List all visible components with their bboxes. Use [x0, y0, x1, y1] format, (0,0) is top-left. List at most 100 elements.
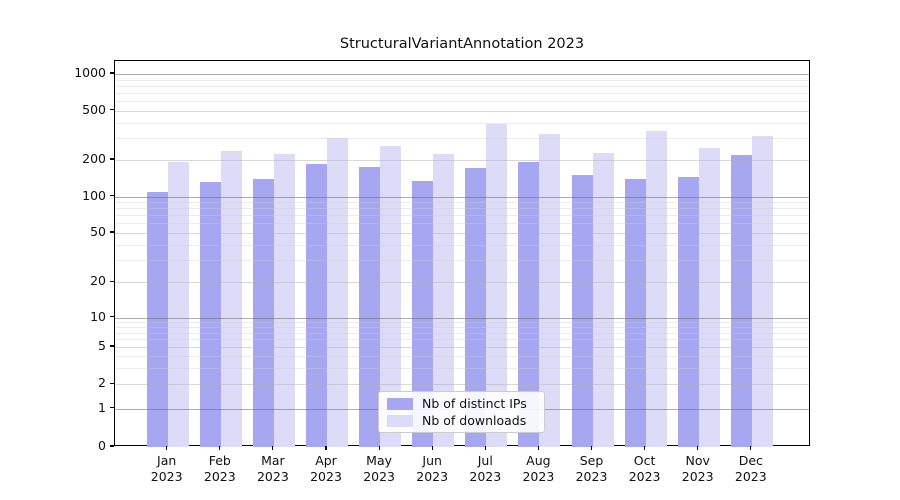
bar-downloads-2 [273, 154, 295, 447]
y-tick-label: 200 [82, 151, 106, 166]
gridline-minor [115, 339, 809, 341]
bar-ips-2 [252, 178, 274, 447]
gridline [115, 160, 809, 161]
y-tick-label: 2 [98, 375, 106, 391]
y-tick-mark [110, 231, 114, 233]
x-tick-mark [325, 446, 327, 450]
y-tick-label: 20 [90, 273, 106, 289]
legend-item-downloads: Nb of downloads [387, 413, 536, 428]
y-tick-label: 0 [98, 438, 106, 453]
gridline [115, 282, 809, 284]
bar-downloads-9 [645, 131, 667, 447]
legend-swatch-distinct-ips [387, 397, 413, 410]
x-tick-label: Aug 2023 [522, 453, 555, 484]
y-tick-mark [110, 316, 114, 318]
bar-downloads-5 [433, 154, 455, 447]
bar-ips-8 [571, 174, 593, 447]
gridline-minor [115, 92, 809, 94]
x-tick-label: Feb 2023 [203, 453, 236, 484]
y-tick-label: 10 [90, 308, 106, 324]
y-tick-mark [110, 195, 114, 197]
bar-downloads-10 [698, 148, 720, 447]
legend-label-distinct-ips: Nb of distinct IPs [422, 396, 527, 411]
bar-downloads-1 [220, 151, 242, 447]
x-tick-label: Dec 2023 [734, 453, 767, 484]
x-tick-label: Jun 2023 [416, 453, 449, 484]
x-tick-label: Sep 2023 [575, 453, 608, 484]
x-tick-mark [272, 446, 274, 450]
gridline-minor [115, 85, 809, 87]
bar-ips-5 [412, 181, 434, 447]
x-tick-mark [537, 446, 539, 450]
gridline-minor [115, 260, 809, 262]
y-tick-mark [110, 382, 114, 384]
gridline-major [115, 317, 809, 319]
y-tick-mark [110, 345, 114, 347]
x-tick-mark [484, 446, 486, 450]
bar-ips-11 [730, 155, 752, 447]
legend-item-distinct-ips: Nb of distinct IPs [387, 396, 536, 411]
legend-label-downloads: Nb of downloads [422, 413, 527, 428]
bar-downloads-11 [751, 136, 773, 447]
gridline-minor [115, 223, 809, 225]
gridline-minor [115, 122, 809, 124]
x-tick-label: Nov 2023 [681, 453, 714, 484]
bar-downloads-0 [167, 162, 189, 447]
y-tick-mark [110, 108, 114, 111]
y-tick-label: 50 [90, 224, 106, 239]
gridline-minor [115, 202, 809, 204]
bar-downloads-6 [486, 123, 508, 447]
gridline [115, 110, 809, 112]
gridline-minor [115, 79, 809, 81]
x-tick-label: Jul 2023 [469, 453, 502, 484]
x-tick-label: May 2023 [363, 453, 395, 484]
bar-ips-7 [518, 161, 540, 447]
y-tick-label: 500 [82, 101, 106, 117]
y-tick-mark [110, 72, 114, 74]
bar-ips-10 [677, 177, 699, 447]
y-tick-mark [110, 158, 114, 160]
gridline [115, 347, 809, 348]
y-tick-label: 1000 [74, 65, 106, 80]
y-tick-mark [110, 445, 114, 447]
x-tick-label: Oct 2023 [628, 453, 661, 484]
gridline-major [115, 74, 809, 75]
bar-ips-6 [465, 167, 487, 447]
x-tick-mark [644, 446, 646, 450]
bar-downloads-4 [380, 146, 402, 447]
gridline-major [115, 196, 809, 198]
gridline-minor [115, 100, 809, 102]
gridline-minor [115, 138, 809, 140]
x-tick-mark [750, 446, 752, 450]
x-tick-mark [166, 446, 168, 450]
bar-ips-3 [306, 164, 327, 447]
gridline-minor [115, 322, 809, 324]
x-tick-mark [219, 446, 221, 450]
bar-downloads-3 [327, 138, 348, 447]
gridline-minor [115, 245, 809, 246]
bar-downloads-7 [539, 134, 561, 447]
bar-ips-9 [624, 178, 646, 447]
y-tick-mark [110, 280, 114, 282]
gridline-minor [115, 356, 809, 358]
legend-swatch-downloads [387, 414, 413, 427]
chart-title: StructuralVariantAnnotation 2023 [339, 36, 585, 52]
bar-ips-0 [146, 191, 168, 447]
x-tick-mark [590, 446, 593, 450]
gridline-minor [115, 215, 809, 217]
gridline [115, 384, 809, 386]
x-tick-label: Apr 2023 [310, 453, 342, 484]
x-tick-label: Mar 2023 [256, 453, 289, 484]
y-tick-label: 1 [98, 399, 106, 415]
x-tick-mark [378, 446, 380, 450]
bar-ips-1 [199, 182, 221, 447]
bar-downloads-8 [592, 152, 614, 447]
gridline-minor [115, 327, 809, 329]
gridline-minor [115, 367, 809, 369]
gridline-minor [115, 332, 809, 334]
legend: Nb of distinct IPs Nb of downloads [378, 391, 545, 433]
y-tick-label: 100 [82, 187, 106, 203]
x-tick-mark [697, 446, 699, 450]
bar-ips-4 [359, 167, 381, 447]
